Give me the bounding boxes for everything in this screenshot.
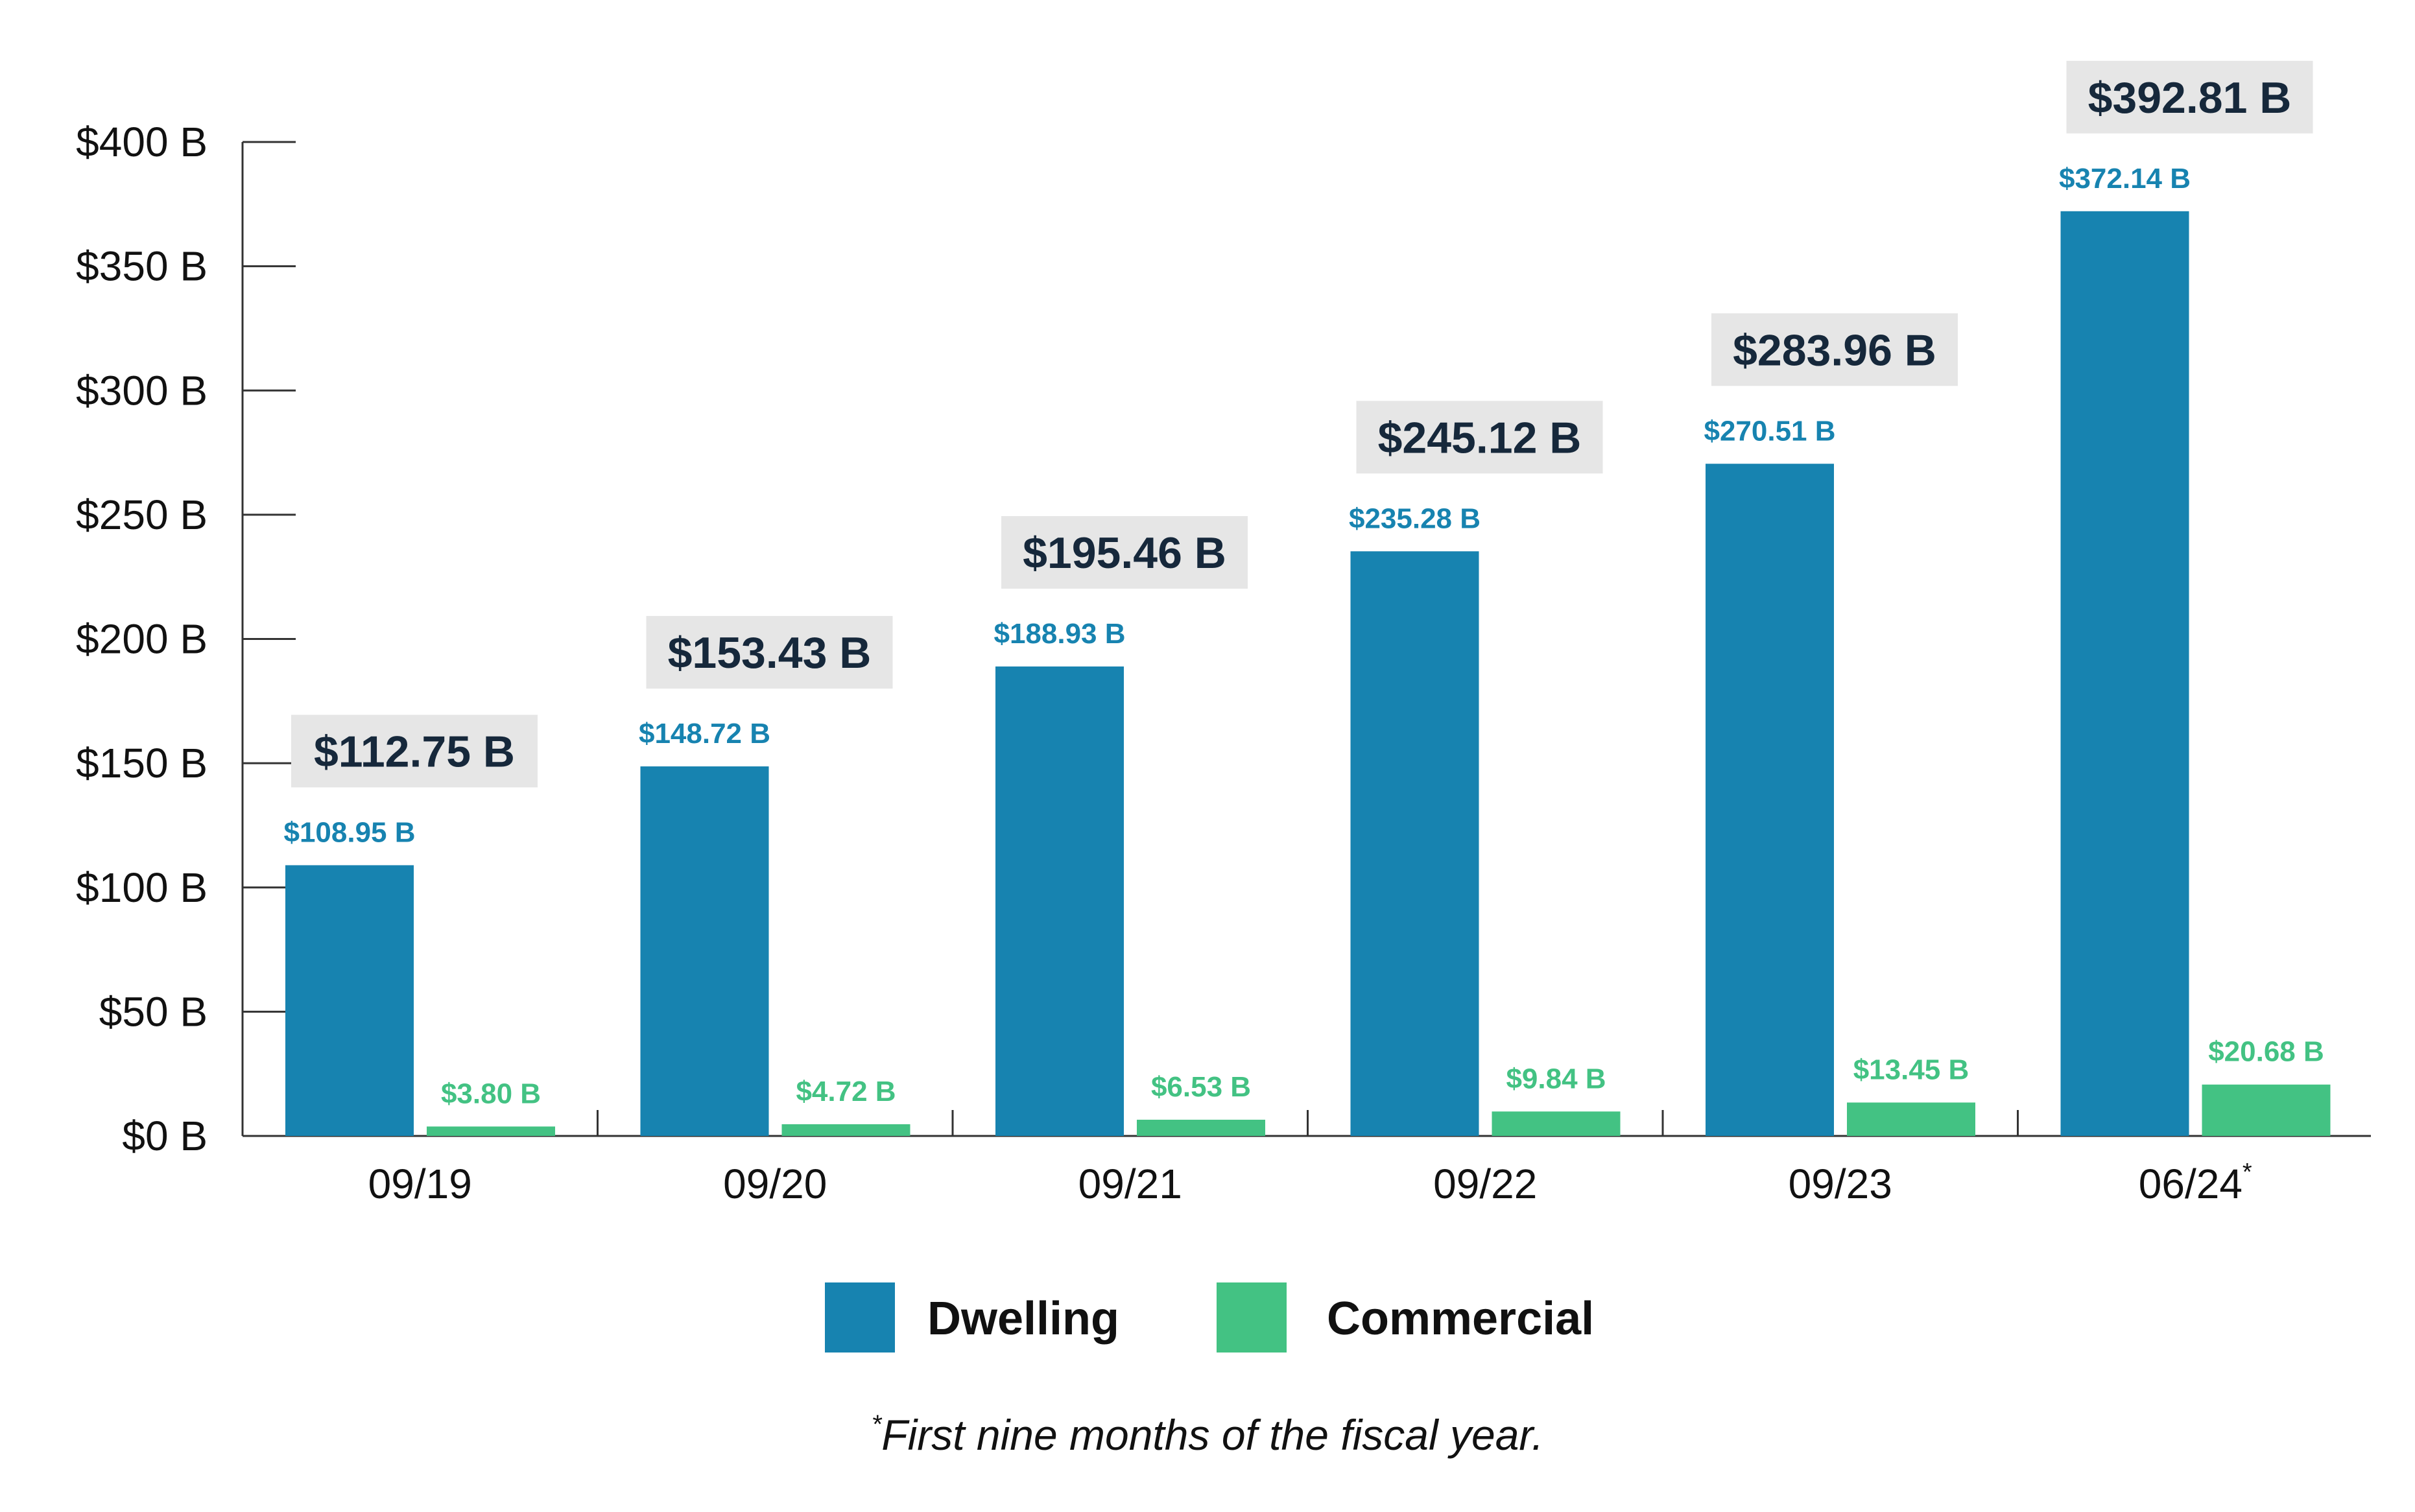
x-tick-label: 09/20: [723, 1161, 827, 1207]
total-label-box: [1356, 401, 1603, 474]
x-tick-label: 09/23: [1789, 1161, 1892, 1207]
legend-label-dwelling: Dwelling: [927, 1293, 1119, 1345]
footnote-text: First nine months of the fiscal year.: [881, 1411, 1543, 1459]
total-label-box: [1711, 313, 1958, 386]
bar-dwelling: [1706, 464, 1834, 1136]
bar-commercial: [427, 1126, 555, 1136]
x-tick-label: 09/21: [1078, 1161, 1182, 1207]
bar-commercial: [1847, 1102, 1975, 1136]
x-tick-label-text: 09/22: [1433, 1161, 1537, 1207]
y-tick-label: $150 B: [76, 740, 208, 786]
data-label-dwelling: $148.72 B: [639, 718, 770, 750]
x-tick-label-text: 09/23: [1789, 1161, 1892, 1207]
y-tick-label: $100 B: [76, 864, 208, 911]
x-tick-label: 09/22: [1433, 1161, 1537, 1207]
total-label: $153.43 B: [668, 628, 872, 678]
y-tick-label: $350 B: [76, 243, 208, 290]
bar-commercial: [1492, 1111, 1621, 1136]
data-label-dwelling: $372.14 B: [2059, 163, 2191, 195]
bar-dwelling: [1350, 551, 1479, 1136]
data-label-dwelling: $108.95 B: [283, 816, 415, 848]
data-label-commercial: $4.72 B: [796, 1076, 896, 1107]
total-label: $245.12 B: [1378, 413, 1582, 462]
bar-commercial: [2202, 1084, 2331, 1136]
data-label-dwelling: $270.51 B: [1704, 415, 1835, 447]
total-label: $195.46 B: [1023, 528, 1226, 578]
x-tick-label-text: 09/21: [1078, 1161, 1182, 1207]
y-tick-label: $0 B: [122, 1113, 208, 1159]
y-tick-label: $50 B: [99, 988, 208, 1035]
total-label-box: [291, 715, 538, 788]
footnote: *First nine months of the fiscal year.: [872, 1410, 1544, 1459]
x-tick-label: 06/24*: [2139, 1159, 2252, 1207]
legend-label-commercial: Commercial: [1327, 1293, 1594, 1345]
bar-dwelling: [2060, 211, 2189, 1136]
data-label-dwelling: $188.93 B: [993, 618, 1125, 650]
x-tick-label-text: 06/24: [2139, 1161, 2242, 1207]
bar-commercial: [781, 1124, 910, 1136]
total-label: $392.81 B: [2088, 73, 2292, 123]
x-tick-superscript: *: [2242, 1159, 2252, 1186]
bar-dwelling: [640, 766, 769, 1136]
data-label-commercial: $13.45 B: [1853, 1054, 1969, 1085]
bar-commercial: [1137, 1119, 1265, 1136]
y-tick-label: $200 B: [76, 616, 208, 663]
total-label-box: [2066, 60, 2313, 134]
x-tick-label: 09/19: [368, 1161, 472, 1207]
x-tick-label-text: 09/20: [723, 1161, 827, 1207]
total-label: $283.96 B: [1733, 325, 1936, 375]
legend-swatch-dwelling: [825, 1282, 895, 1353]
data-label-commercial: $20.68 B: [2208, 1036, 2324, 1068]
legend-swatch-commercial: [1217, 1282, 1287, 1353]
y-tick-label: $300 B: [76, 367, 208, 414]
data-label-commercial: $3.80 B: [441, 1078, 541, 1109]
data-label-commercial: $9.84 B: [1506, 1063, 1606, 1094]
x-tick-label-text: 09/19: [368, 1161, 472, 1207]
data-label-dwelling: $235.28 B: [1349, 502, 1481, 534]
y-tick-label: $400 B: [76, 119, 208, 165]
total-label-box: [646, 616, 893, 689]
footnote-marker: *: [872, 1410, 883, 1439]
total-label: $112.75 B: [314, 727, 515, 776]
bar-dwelling: [995, 666, 1124, 1136]
data-label-commercial: $6.53 B: [1151, 1071, 1251, 1103]
total-label-box: [1001, 515, 1248, 589]
bar-dwelling: [285, 865, 414, 1136]
y-tick-label: $250 B: [76, 491, 208, 538]
